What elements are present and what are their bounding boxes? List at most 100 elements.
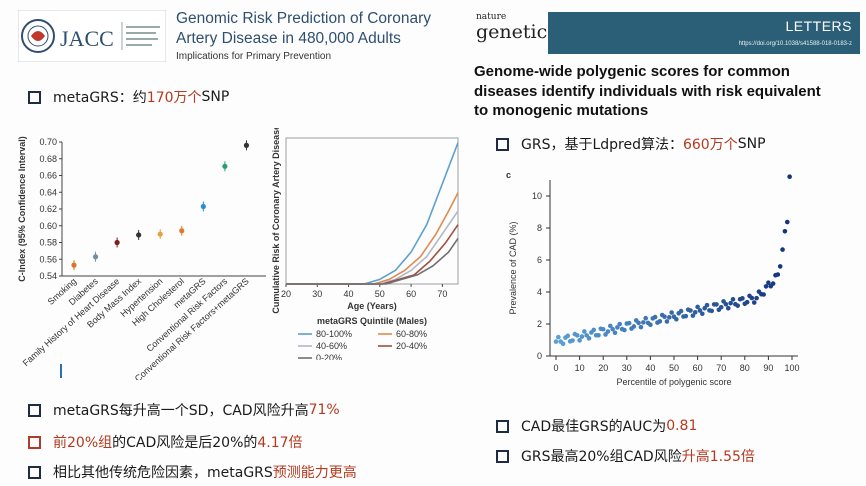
data-point bbox=[626, 320, 632, 326]
y-tick-label: 6 bbox=[537, 255, 542, 265]
data-point bbox=[157, 231, 163, 237]
data-point bbox=[763, 284, 769, 289]
jacc-logo-text: JACC bbox=[60, 26, 114, 51]
data-point bbox=[570, 338, 575, 343]
data-point bbox=[666, 315, 672, 320]
data-point bbox=[777, 264, 783, 269]
data-point bbox=[678, 308, 684, 314]
jacc-title: Genomic Risk Prediction of Coronary Arte… bbox=[176, 9, 431, 49]
data-point bbox=[683, 313, 689, 319]
data-point bbox=[652, 314, 658, 320]
data-point bbox=[636, 320, 641, 326]
data-point bbox=[695, 304, 700, 310]
logo-genetics-text: genetics bbox=[476, 21, 557, 43]
bullet-text: 相比其他传统危险因素，metaGRS bbox=[53, 465, 273, 481]
y-tick-label: 8 bbox=[537, 223, 542, 233]
data-point bbox=[92, 254, 99, 260]
x-tick-label: 30 bbox=[312, 289, 322, 299]
data-point bbox=[71, 262, 77, 268]
data-point bbox=[740, 296, 745, 301]
data-point bbox=[222, 163, 228, 169]
series-line bbox=[286, 237, 459, 285]
data-point bbox=[553, 339, 559, 344]
series-line bbox=[286, 224, 459, 285]
legend-label: 60-80% bbox=[396, 329, 427, 339]
y-tick-label: 0.68 bbox=[39, 154, 57, 164]
bullet-highlight: 升高1.55倍 bbox=[681, 449, 755, 465]
y-tick-label: 0.64 bbox=[39, 187, 57, 197]
data-point bbox=[700, 311, 705, 317]
data-point bbox=[243, 142, 250, 148]
data-point bbox=[704, 302, 710, 308]
y-axis-label: C-Index (95% Confidence Interval) bbox=[17, 136, 27, 282]
x-tick-label: 20 bbox=[598, 363, 608, 373]
x-tick-label: 30 bbox=[622, 363, 632, 373]
data-point bbox=[136, 232, 142, 238]
x-tick-label: 60 bbox=[693, 363, 703, 373]
x-axis-label: Age (Years) bbox=[347, 301, 397, 311]
bullet-highlight: 660万个 bbox=[682, 137, 738, 153]
x-tick-label: 70 bbox=[437, 289, 447, 299]
nature-genetics-title: Genome-wide polygenic scores for common … bbox=[474, 62, 854, 121]
data-point bbox=[200, 203, 206, 210]
legend-label: 20-40% bbox=[396, 341, 427, 351]
bullet-text: CAD最佳GRS的AUC为 bbox=[521, 419, 667, 435]
data-point bbox=[761, 292, 766, 297]
bullet-square-icon bbox=[496, 419, 509, 433]
bullet-auc: CAD最佳GRS的AUC为 0.81 bbox=[496, 416, 697, 436]
y-tick-label: 4 bbox=[537, 287, 542, 297]
data-point bbox=[723, 301, 729, 307]
bullet-square-icon bbox=[28, 435, 41, 449]
x-tick-label: 60 bbox=[406, 289, 416, 299]
bullet-text: metaGRS每升高一个SD，CAD风险升高 bbox=[53, 403, 309, 419]
data-point bbox=[638, 324, 644, 330]
data-point bbox=[648, 322, 653, 328]
bullet-suffix: SNP bbox=[737, 136, 766, 152]
bullet-square-icon bbox=[496, 449, 509, 463]
bullet-square-icon bbox=[28, 465, 41, 479]
x-tick-label: 50 bbox=[375, 289, 385, 299]
x-tick-label: 40 bbox=[645, 363, 655, 373]
bullet-text: GRS最高20%组CAD风险 bbox=[521, 449, 682, 465]
data-point bbox=[641, 320, 646, 325]
data-point bbox=[664, 319, 670, 324]
series-line bbox=[286, 210, 459, 285]
data-point bbox=[565, 333, 571, 339]
cursor-marker bbox=[60, 364, 62, 378]
data-point bbox=[643, 315, 648, 321]
y-axis-label: Prevalence of CAD (%) bbox=[508, 221, 518, 314]
jacc-title-line2: Artery Disease in 480,000 Adults bbox=[176, 30, 401, 47]
data-point bbox=[582, 329, 587, 334]
data-point bbox=[605, 329, 611, 334]
data-point bbox=[749, 295, 755, 301]
x-tick-label: 70 bbox=[716, 363, 726, 373]
data-point bbox=[662, 314, 667, 320]
x-axis-label: Percentile of polygenic score bbox=[616, 377, 731, 387]
legend-label: 80-100% bbox=[316, 329, 352, 339]
c-index-chart: 0.54 0.56 0.58 0.60 0.62 0.64 0.66 0.68 0.70 C-In… bbox=[17, 136, 266, 380]
data-point bbox=[780, 247, 785, 252]
nature-genetics-logo: nature genetics bbox=[476, 12, 557, 52]
bullet-highlight: 71% bbox=[308, 402, 340, 418]
series-line bbox=[286, 192, 459, 285]
bullet-grs-ldpred: GRS，基于Ldpred算法： 660万个 SNP bbox=[496, 134, 766, 154]
bullet-square-icon bbox=[496, 137, 509, 151]
data-point bbox=[718, 304, 724, 310]
x-tick-label: 10 bbox=[575, 363, 585, 373]
data-point bbox=[692, 310, 698, 315]
y-tick-label: 2 bbox=[537, 319, 542, 329]
data-point bbox=[591, 327, 597, 333]
bullet-highlight: 170万个 bbox=[146, 90, 202, 106]
doi-link[interactable]: https://doi.org/10.1038/s41588-018-0183-… bbox=[738, 41, 852, 47]
data-point bbox=[725, 305, 731, 311]
data-point bbox=[728, 300, 733, 306]
y-axis-label: Cumulative Risk of Coronary Artery Disea… bbox=[272, 128, 281, 314]
x-tick-label: 0 bbox=[553, 363, 558, 373]
x-tick-label: 80 bbox=[740, 363, 750, 373]
bullet-top20-grs: GRS最高20%组CAD风险 升高1.55倍 bbox=[496, 446, 755, 466]
data-point bbox=[744, 299, 750, 305]
data-point bbox=[784, 219, 790, 225]
bullet-highlight: 0.81 bbox=[666, 418, 698, 434]
data-point bbox=[600, 326, 606, 332]
